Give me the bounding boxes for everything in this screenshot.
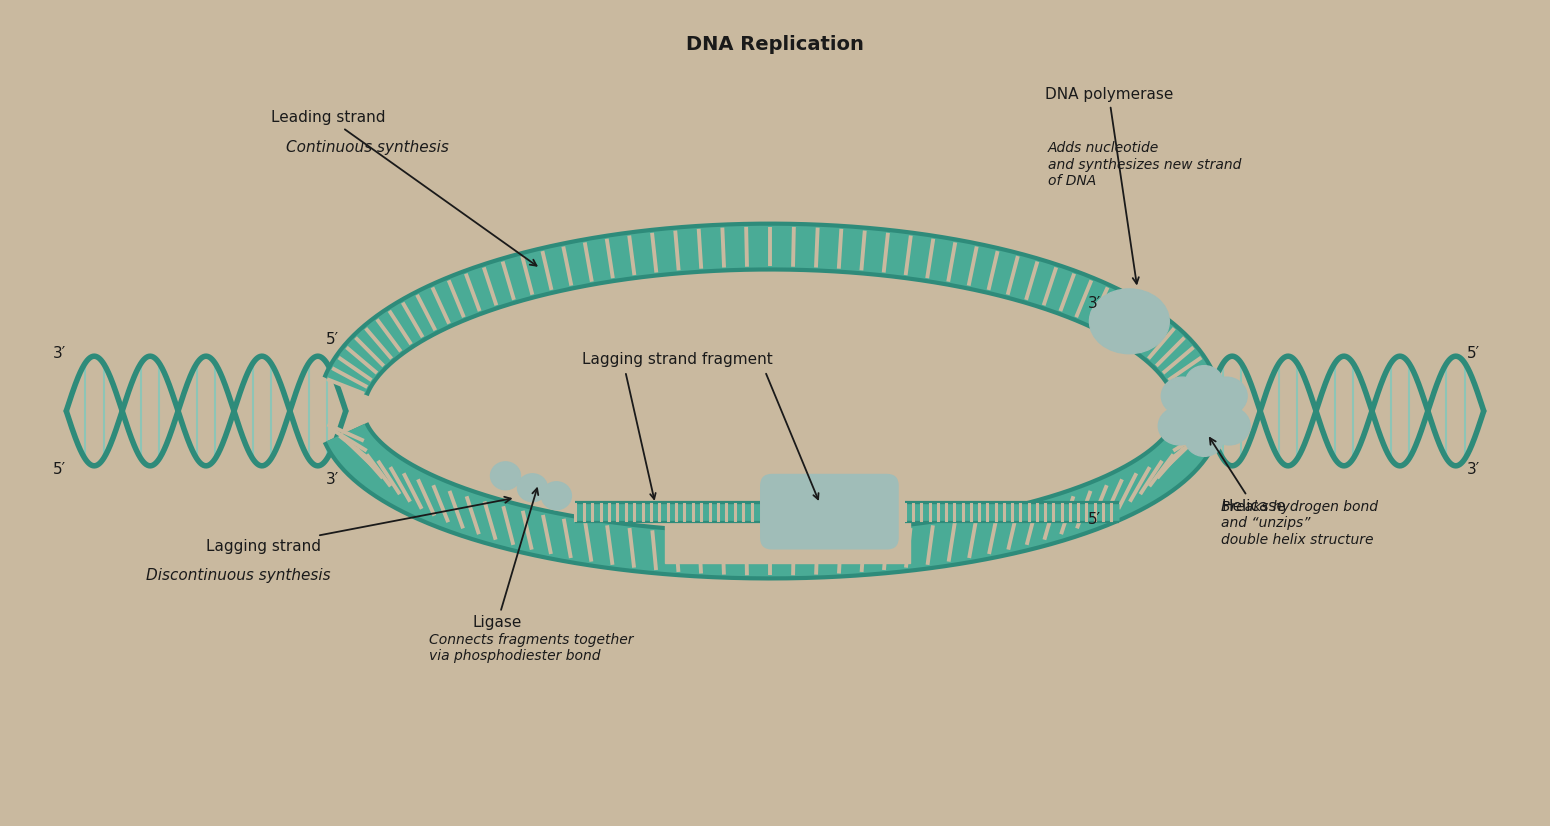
Text: 5′: 5′: [53, 462, 67, 477]
Text: DNA polymerase: DNA polymerase: [1045, 87, 1173, 283]
Text: Leading strand: Leading strand: [271, 110, 536, 266]
Ellipse shape: [1207, 407, 1251, 445]
Text: Adds nucleotide
and synthesizes new strand
of DNA: Adds nucleotide and synthesizes new stra…: [1048, 141, 1242, 188]
Text: Breaks hydrogen bond
and “unzips”
double helix structure: Breaks hydrogen bond and “unzips” double…: [1221, 501, 1378, 547]
Text: 5′: 5′: [1466, 346, 1480, 361]
Ellipse shape: [518, 474, 547, 501]
Text: Helicase: Helicase: [1211, 438, 1286, 514]
Text: 3′: 3′: [53, 346, 67, 361]
Text: Continuous synthesis: Continuous synthesis: [285, 140, 450, 155]
Ellipse shape: [1161, 377, 1203, 415]
Text: Ligase: Ligase: [473, 488, 538, 630]
Text: 3′: 3′: [1088, 297, 1100, 311]
Ellipse shape: [541, 482, 572, 510]
Ellipse shape: [1186, 366, 1223, 401]
Text: Discontinuous synthesis: Discontinuous synthesis: [146, 568, 330, 583]
Text: 5′: 5′: [326, 332, 339, 347]
Ellipse shape: [1090, 289, 1169, 354]
Ellipse shape: [1206, 377, 1248, 415]
Text: DNA Replication: DNA Replication: [687, 36, 863, 55]
Ellipse shape: [1158, 407, 1200, 445]
Text: 3′: 3′: [1466, 462, 1480, 477]
Text: Lagging strand: Lagging strand: [206, 496, 512, 553]
Text: 5′: 5′: [1088, 511, 1100, 527]
Text: 3′: 3′: [326, 472, 339, 487]
Bar: [665, 486, 910, 563]
Ellipse shape: [1186, 421, 1223, 456]
Text: Connects fragments together
via phosphodiester bond: Connects fragments together via phosphod…: [429, 633, 632, 663]
FancyBboxPatch shape: [760, 474, 899, 549]
Ellipse shape: [1169, 375, 1240, 447]
Ellipse shape: [490, 462, 521, 490]
Text: Lagging strand fragment: Lagging strand fragment: [583, 352, 773, 368]
